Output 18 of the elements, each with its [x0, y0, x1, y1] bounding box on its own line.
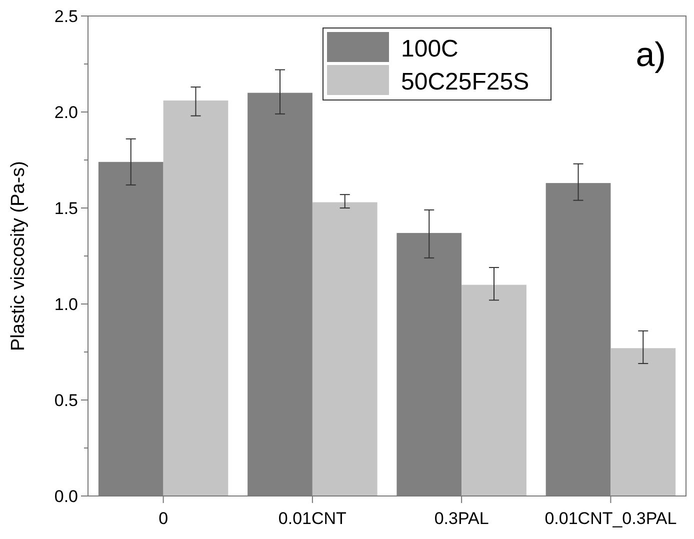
y-tick-label: 0.5 — [54, 390, 78, 410]
legend-label: 50C25F25S — [401, 68, 530, 96]
x-tick-label: 0.3PAL — [434, 509, 489, 528]
bar — [610, 348, 676, 496]
y-tick-label: 2.0 — [54, 102, 78, 122]
legend-label: 100C — [401, 35, 458, 62]
y-tick-label: 1.0 — [54, 294, 78, 314]
y-tick-label: 0.0 — [54, 486, 78, 506]
bar — [312, 202, 378, 496]
y-axis-title: Plastic viscosity (Pa-s) — [8, 160, 29, 352]
bar — [163, 100, 228, 496]
bar — [462, 284, 526, 496]
y-tick-label: 2.5 — [54, 6, 78, 26]
y-tick-label: 1.5 — [54, 198, 78, 218]
x-tick-label: 0.01CNT — [278, 509, 346, 528]
x-tick-label: 0.01CNT_0.3PAL — [544, 509, 677, 528]
x-tick-label: 0 — [158, 509, 168, 528]
annotation: a) — [636, 36, 666, 74]
